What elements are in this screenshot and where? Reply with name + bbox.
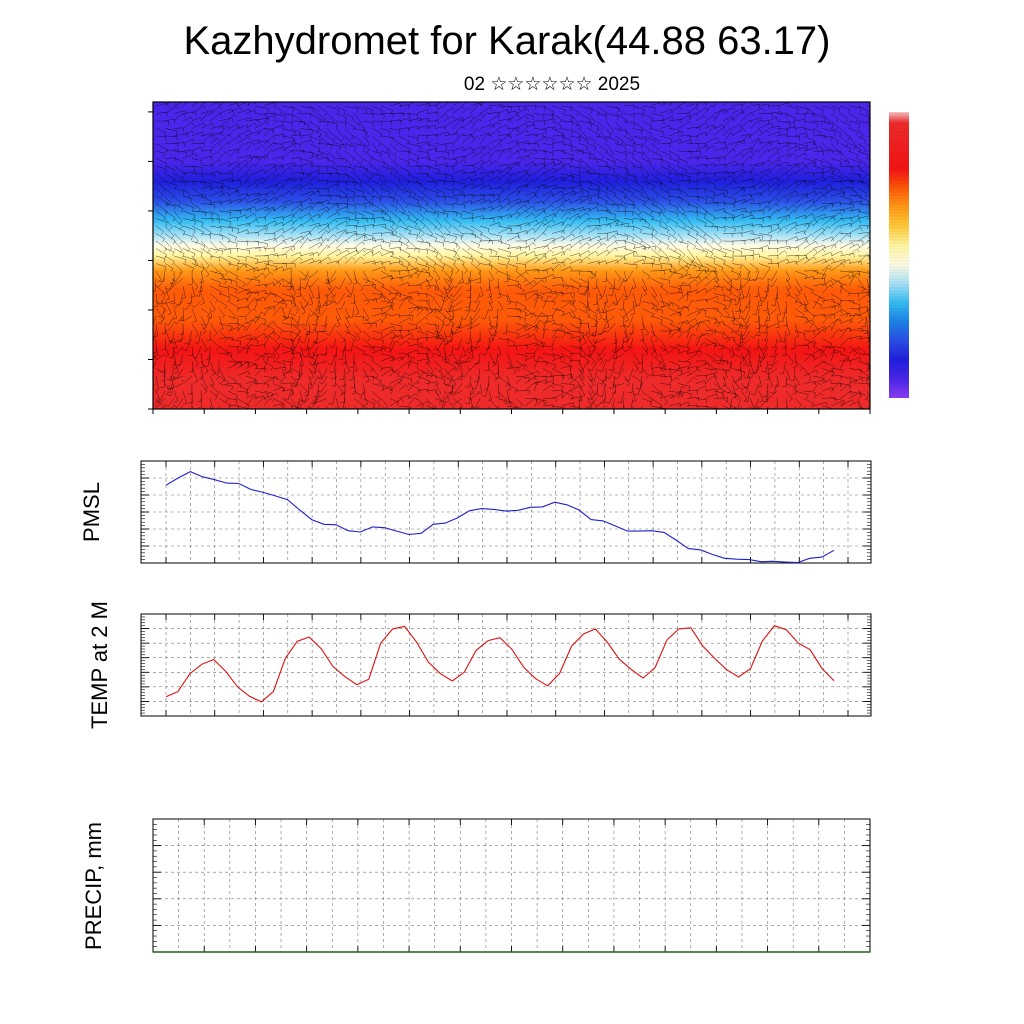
temp-axes: [141, 613, 871, 717]
colorbar-bands: [889, 113, 909, 397]
cross-section-y-axis: [148, 111, 153, 410]
cross-section-panel: [148, 101, 871, 414]
wind-barb-strokes: [153, 102, 870, 409]
wind-barbs: [153, 102, 870, 409]
colorbar-ramp: [889, 112, 909, 398]
temp-panel: TEMP at 2 M: [87, 601, 872, 729]
pmsl-y-label: PMSL: [79, 482, 104, 542]
precip-panel: PRECIP, mm: [81, 818, 871, 953]
temp-y-label: TEMP at 2 M: [87, 601, 112, 729]
precip-grid: [152, 818, 870, 953]
pmsl-series-line: [165, 470, 835, 564]
precip-y-label: PRECIP, mm: [81, 822, 106, 950]
temp-grid: [141, 613, 871, 717]
cross-section-x-axis: [152, 409, 871, 414]
pmsl-axes: [141, 460, 871, 564]
chart-title: Kazhydromet for Karak(44.88 63.17): [183, 19, 830, 63]
temp-frame: [140, 613, 872, 717]
pmsl-panel: PMSL: [79, 460, 872, 564]
colorbar: [889, 112, 909, 398]
chart-subtitle: 02 ☆☆☆☆☆☆ 2025: [464, 74, 640, 95]
temp-series-line: [165, 625, 835, 703]
pmsl-grid: [141, 460, 871, 564]
